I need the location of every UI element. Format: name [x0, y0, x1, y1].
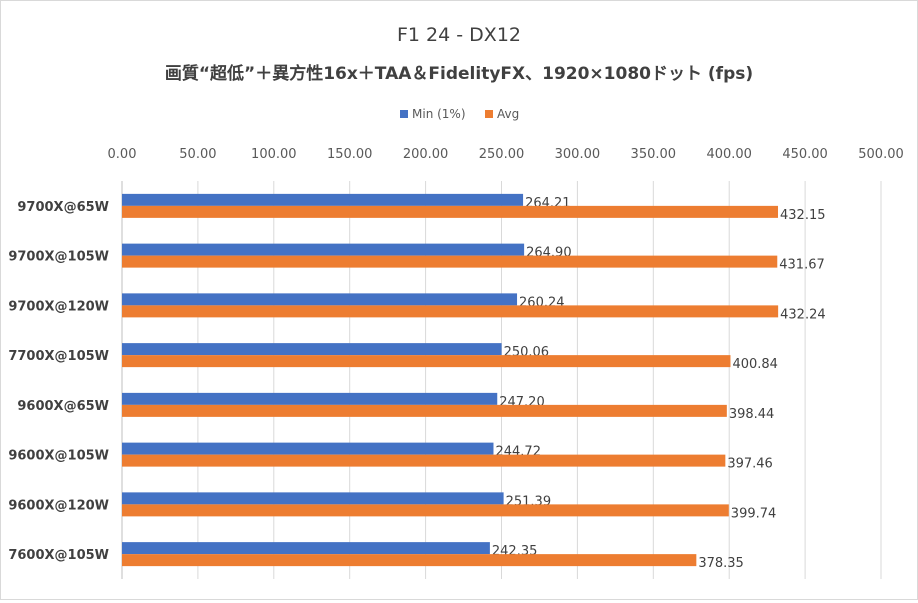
data-label: 398.44	[729, 407, 775, 422]
x-axis-ticks: 0.00 50.00 100.00 150.00 200.00 250.00 300.00 3…	[108, 147, 904, 162]
y-category-label: 7600X@105W	[8, 548, 109, 563]
y-category-label: 9700X@105W	[8, 250, 109, 265]
x-tick-label: 250.00	[479, 147, 525, 162]
y-category-label: 9600X@65W	[17, 399, 109, 414]
bar	[122, 255, 778, 268]
y-category-label: 7700X@105W	[8, 349, 109, 364]
y-category-label: 9600X@120W	[8, 498, 109, 513]
bar	[122, 542, 490, 555]
data-label: 400.84	[732, 357, 778, 372]
bar	[122, 554, 697, 567]
legend-swatch	[485, 110, 493, 118]
bar	[122, 343, 502, 356]
data-label: 399.74	[731, 506, 777, 521]
legend-label: Avg	[497, 107, 519, 121]
x-tick-label: 100.00	[251, 147, 297, 162]
legend: Min (1%) Avg	[400, 107, 519, 121]
bar	[122, 193, 524, 206]
bar	[122, 305, 779, 318]
bar	[122, 205, 779, 218]
x-tick-label: 400.00	[706, 147, 752, 162]
bar	[122, 492, 504, 505]
y-category-label: 9700X@65W	[17, 200, 109, 215]
bar	[122, 293, 518, 306]
bar	[122, 504, 729, 517]
legend-label: Min (1%)	[412, 107, 466, 121]
x-tick-label: 500.00	[858, 147, 904, 162]
data-label: 378.35	[698, 556, 744, 571]
x-tick-label: 0.00	[108, 147, 137, 162]
x-tick-label: 150.00	[327, 147, 373, 162]
x-tick-label: 200.00	[403, 147, 449, 162]
bar	[122, 392, 498, 405]
y-category-label: 9700X@120W	[8, 299, 109, 314]
y-category-label: 9600X@105W	[8, 449, 109, 464]
chart-title: F1 24 - DX12	[397, 24, 521, 46]
x-tick-label: 450.00	[782, 147, 828, 162]
bar	[122, 243, 525, 256]
x-tick-label: 300.00	[555, 147, 601, 162]
bars: 264.21432.15264.90431.67260.24432.24250.…	[122, 193, 826, 571]
bar	[122, 355, 731, 368]
y-axis-labels: 9700X@65W 9700X@105W 9700X@120W 7700X@105W 9…	[8, 200, 109, 563]
bar	[122, 404, 727, 417]
chart-subtitle: 画質“超低”＋異方性16x＋TAA＆FidelityFX、1920×1080ドッ…	[165, 63, 753, 84]
x-tick-label: 350.00	[631, 147, 677, 162]
data-label: 432.15	[780, 208, 826, 223]
data-label: 432.24	[780, 307, 826, 322]
legend-swatch	[400, 110, 408, 118]
data-label: 431.67	[779, 258, 825, 273]
data-label: 397.46	[727, 457, 773, 472]
bar	[122, 442, 494, 455]
bar	[122, 454, 726, 467]
x-tick-label: 50.00	[179, 147, 216, 162]
